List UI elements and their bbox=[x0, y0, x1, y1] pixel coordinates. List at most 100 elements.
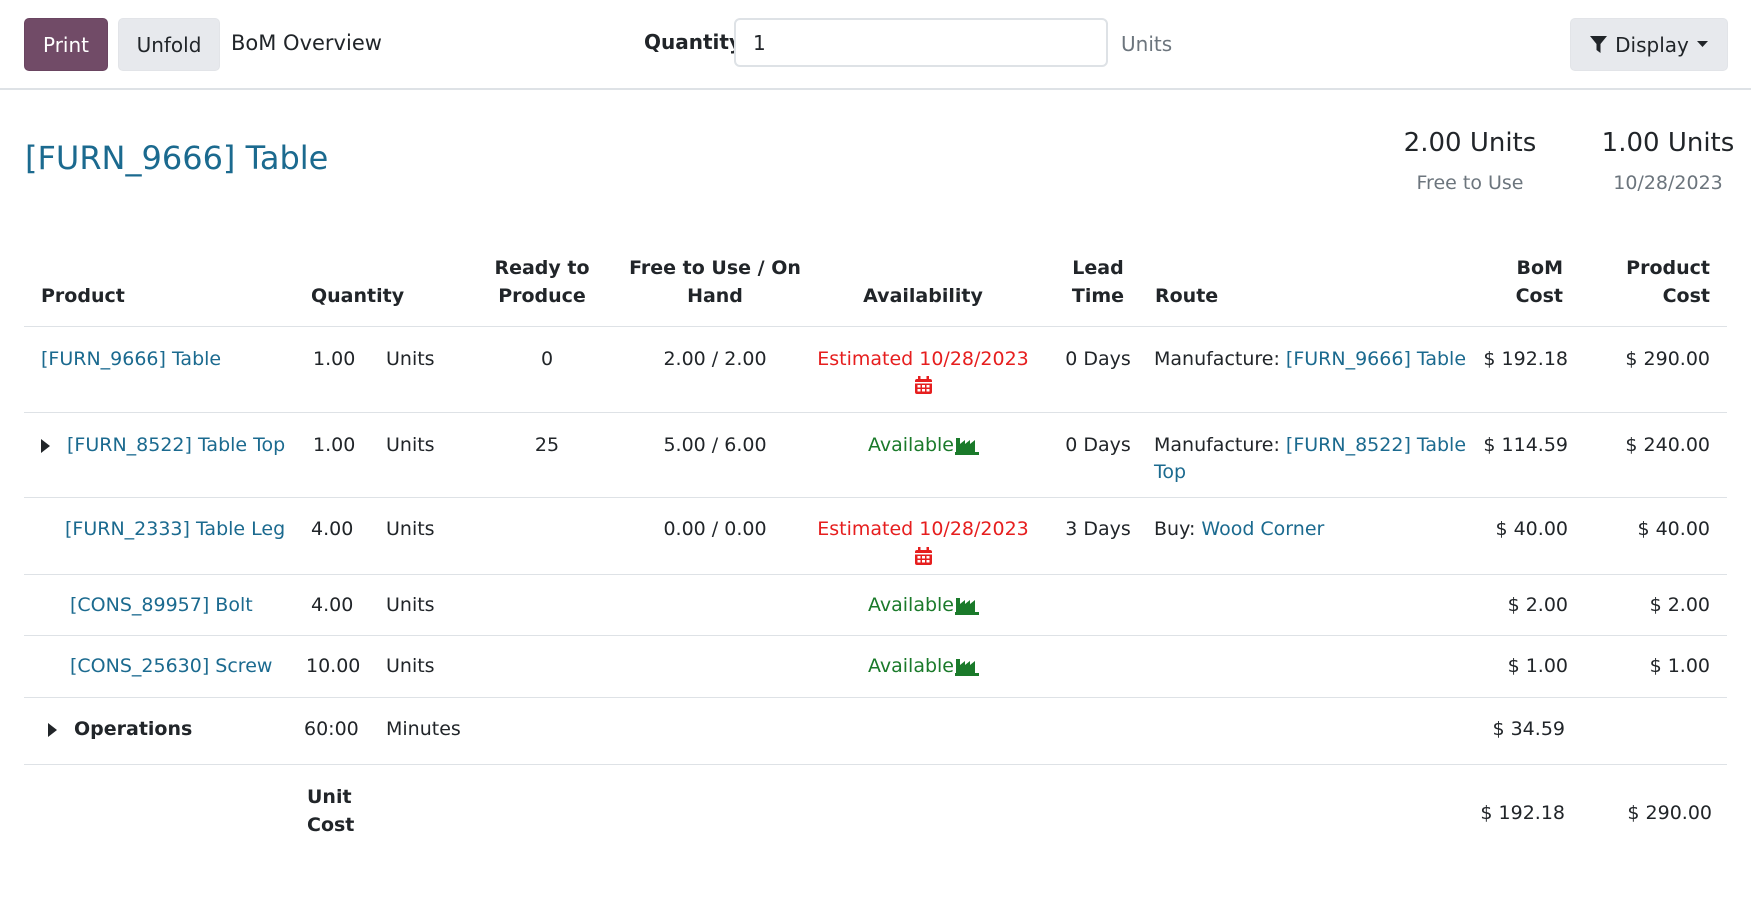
col-bom-cost: BoM Cost bbox=[1463, 254, 1563, 310]
col-quantity: Quantity bbox=[311, 285, 405, 307]
forecast-date: 10/28/2023 bbox=[1613, 172, 1723, 194]
row-availability: Available bbox=[868, 434, 955, 456]
row-quantity: 4.00 bbox=[311, 518, 354, 540]
totals-label-line1: Unit bbox=[307, 786, 352, 808]
row-availability: Available bbox=[868, 594, 955, 616]
factory-icon bbox=[955, 438, 979, 455]
factory-icon bbox=[955, 598, 979, 615]
free-to-use-summary: 2.00 Units Free to Use bbox=[1390, 128, 1550, 194]
row-availability: Available bbox=[868, 655, 955, 677]
row-bom-cost: $ 1.00 bbox=[1507, 655, 1568, 677]
display-label: Display bbox=[1615, 32, 1689, 57]
row-ready: 0 bbox=[540, 348, 554, 370]
route-link[interactable]: Wood Corner bbox=[1201, 518, 1325, 540]
row-lead-time: 0 Days bbox=[1065, 434, 1131, 456]
col-lead-time: Lead Time bbox=[1058, 254, 1138, 310]
row-product-link[interactable]: [CONS_89957] Bolt bbox=[70, 594, 253, 616]
col-free-line2: Hand bbox=[687, 285, 743, 307]
row-quantity: 10.00 bbox=[306, 655, 361, 677]
col-free-line1: Free to Use / On bbox=[629, 257, 801, 279]
route-link[interactable]: [FURN_9666] Table bbox=[1285, 348, 1467, 370]
row-uom: Units bbox=[386, 518, 435, 540]
row-uom: Units bbox=[386, 594, 435, 616]
row-ready: 25 bbox=[534, 434, 560, 456]
col-ready-line2: Produce bbox=[498, 285, 586, 307]
quantity-input[interactable] bbox=[734, 18, 1108, 67]
route-link[interactable]: [FURN_8522] Table bbox=[1285, 434, 1467, 456]
row-divider bbox=[24, 574, 1727, 575]
row-route: Manufacture: [FURN_9666] Table bbox=[1154, 346, 1466, 373]
col-lead-line1: Lead bbox=[1072, 257, 1124, 279]
forecast-value: 1.00 Units bbox=[1601, 128, 1735, 158]
totals-label: Unit Cost bbox=[307, 783, 354, 839]
row-product-cost: $ 290.00 bbox=[1625, 348, 1710, 370]
col-prod-line2: Cost bbox=[1662, 285, 1710, 307]
row-divider bbox=[24, 497, 1727, 498]
row-product-cost: $ 240.00 bbox=[1625, 434, 1710, 456]
col-availability: Availability bbox=[863, 285, 983, 307]
display-dropdown-button[interactable]: Display bbox=[1570, 18, 1728, 71]
row-lead-time: 3 Days bbox=[1065, 518, 1131, 540]
col-ready-to-produce: Ready to Produce bbox=[472, 254, 612, 310]
row-product-cost: $ 40.00 bbox=[1637, 518, 1710, 540]
operations-unit: Minutes bbox=[386, 718, 461, 740]
product-title[interactable]: [FURN_9666] Table bbox=[25, 139, 329, 177]
header-divider bbox=[24, 326, 1727, 327]
caret-down-icon bbox=[1696, 41, 1708, 47]
row-bom-cost: $ 114.59 bbox=[1483, 434, 1568, 456]
expand-toggle-icon[interactable] bbox=[48, 723, 57, 737]
totals-bom-cost: $ 192.18 bbox=[1480, 802, 1565, 824]
operations-label[interactable]: Operations bbox=[74, 718, 193, 740]
row-product-link[interactable]: [FURN_9666] Table bbox=[41, 348, 222, 370]
row-route: Buy: Wood Corner bbox=[1154, 516, 1324, 543]
route-link-continued[interactable]: Top bbox=[1154, 461, 1187, 483]
unfold-button[interactable]: Unfold bbox=[118, 18, 220, 71]
col-lead-line2: Time bbox=[1071, 285, 1125, 307]
filter-icon bbox=[1590, 35, 1608, 53]
row-free-on-hand: 0.00 / 0.00 bbox=[663, 518, 767, 540]
row-uom: Units bbox=[386, 655, 435, 677]
calendar-icon bbox=[915, 376, 932, 394]
row-free-on-hand: 5.00 / 6.00 bbox=[663, 434, 767, 456]
expand-toggle-icon[interactable] bbox=[41, 439, 50, 453]
view-title: BoM Overview bbox=[231, 31, 382, 55]
row-divider bbox=[24, 412, 1727, 413]
col-bom-line1: BoM bbox=[1516, 257, 1563, 279]
forecast-summary: 1.00 Units 10/28/2023 bbox=[1588, 128, 1748, 194]
operations-bom-cost: $ 34.59 bbox=[1492, 718, 1565, 740]
col-product-cost: Product Cost bbox=[1608, 254, 1710, 310]
col-route: Route bbox=[1155, 285, 1219, 307]
calendar-icon bbox=[915, 547, 932, 565]
row-availability: Estimated 10/28/2023 bbox=[817, 348, 1029, 370]
quantity-label: Quantity bbox=[644, 30, 742, 54]
quantity-unit: Units bbox=[1121, 32, 1173, 56]
row-product-link[interactable]: [CONS_25630] Screw bbox=[70, 655, 273, 677]
totals-label-line2: Cost bbox=[307, 814, 355, 836]
row-quantity: 1.00 bbox=[313, 434, 356, 456]
col-ready-line1: Ready to bbox=[494, 257, 590, 279]
route-prefix: Manufacture: bbox=[1154, 434, 1280, 456]
row-bom-cost: $ 2.00 bbox=[1507, 594, 1568, 616]
row-divider bbox=[24, 697, 1727, 698]
row-divider bbox=[24, 635, 1727, 636]
row-product-cost: $ 2.00 bbox=[1649, 594, 1710, 616]
col-free-on-hand: Free to Use / On Hand bbox=[625, 254, 805, 310]
row-availability: Estimated 10/28/2023 bbox=[817, 518, 1029, 540]
free-to-use-label: Free to Use bbox=[1416, 172, 1524, 194]
row-product-link[interactable]: [FURN_8522] Table Top bbox=[67, 434, 286, 456]
col-product: Product bbox=[41, 285, 125, 307]
row-free-on-hand: 2.00 / 2.00 bbox=[663, 348, 767, 370]
route-prefix: Buy: bbox=[1154, 518, 1196, 540]
operations-duration: 60:00 bbox=[304, 718, 359, 740]
row-quantity: 4.00 bbox=[311, 594, 354, 616]
totals-divider bbox=[24, 764, 1727, 765]
print-button[interactable]: Print bbox=[24, 18, 108, 71]
col-prod-line1: Product bbox=[1626, 257, 1710, 279]
row-route: Manufacture: [FURN_8522] Table bbox=[1154, 432, 1466, 459]
totals-product-cost: $ 290.00 bbox=[1627, 802, 1712, 824]
row-uom: Units bbox=[386, 348, 435, 370]
row-lead-time: 0 Days bbox=[1065, 348, 1131, 370]
row-product-link[interactable]: [FURN_2333] Table Leg bbox=[65, 518, 286, 540]
route-prefix: Manufacture: bbox=[1154, 348, 1280, 370]
control-panel: Print Unfold BoM Overview Quantity Units… bbox=[0, 0, 1751, 90]
